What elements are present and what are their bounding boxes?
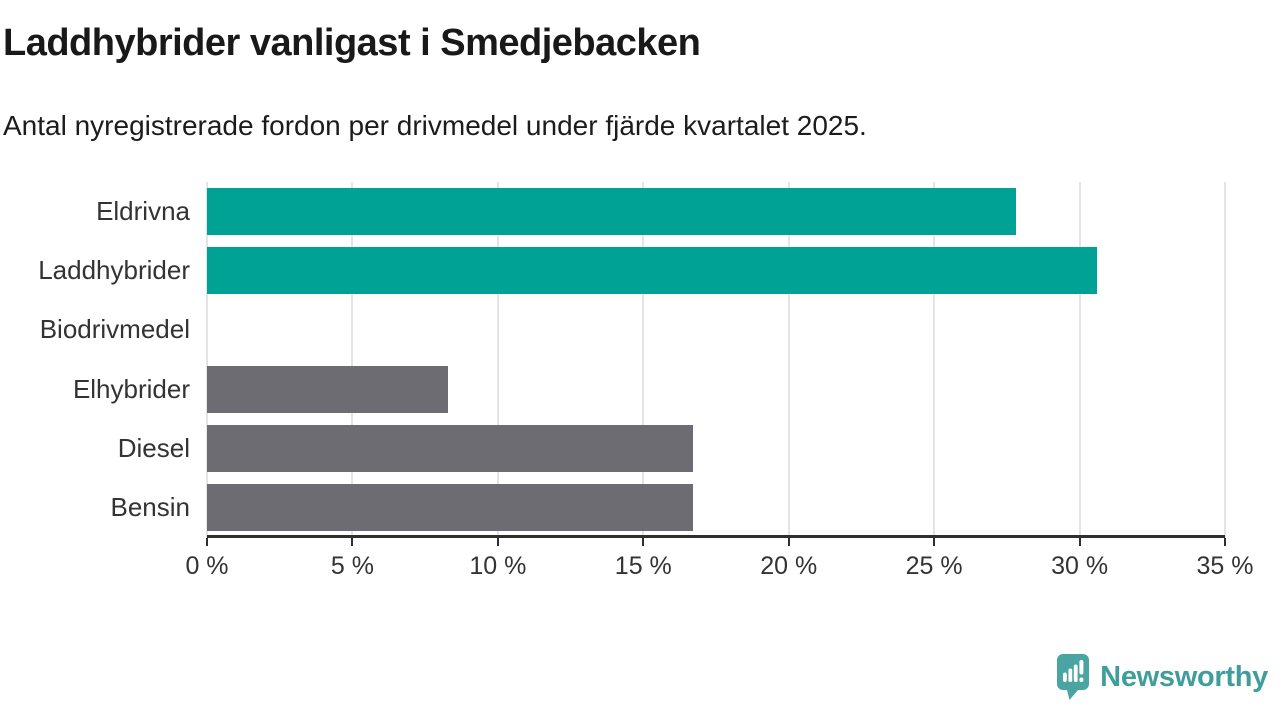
gridline	[351, 182, 354, 537]
x-axis-tick-label: 25 %	[905, 552, 963, 580]
x-axis-tick	[1224, 538, 1226, 546]
y-axis-label: Biodrivmedel	[39, 314, 190, 345]
x-axis-tick	[642, 538, 645, 546]
bar-elhybrider	[207, 365, 449, 413]
y-axis-label: Eldrivna	[96, 196, 190, 226]
x-axis-tick-label: 5 %	[330, 552, 374, 580]
x-axis-tick-label: 15 %	[614, 552, 672, 580]
y-axis-label: Diesel	[117, 432, 190, 463]
x-axis-tick-label: 30 %	[1051, 552, 1109, 580]
x-axis: 0 % 5 % 10 % 15 % 20 % 25 % 30 % 35 %	[185, 535, 1253, 580]
bar-diesel	[207, 424, 693, 472]
x-axis-tick-label: 0 %	[185, 552, 229, 580]
exclamation-dot	[1079, 677, 1084, 682]
plot-area	[206, 182, 1226, 537]
exclamation-stroke	[1079, 660, 1084, 675]
x-axis-tick	[787, 538, 790, 546]
bar-row	[207, 419, 1225, 478]
bar-glyph-large	[1073, 664, 1078, 682]
gridline	[933, 182, 936, 537]
gridline	[206, 182, 208, 537]
newsworthy-logo-text: Newsworthy	[1100, 660, 1268, 693]
bar-row	[207, 182, 1225, 241]
gridline	[787, 182, 790, 537]
newsworthy-logo: Newsworthy	[1056, 653, 1268, 701]
x-axis-tick-label: 20 %	[760, 552, 818, 580]
x-axis-tick	[496, 538, 499, 546]
x-axis-tick-label: 10 %	[469, 552, 527, 580]
bar-row	[207, 360, 1225, 419]
gridline	[496, 182, 499, 537]
bar-row	[207, 300, 1225, 359]
x-axis-tick	[933, 538, 936, 546]
x-axis-tick	[351, 538, 354, 546]
x-axis-tick	[1078, 538, 1081, 546]
y-axis-label: Elhybrider	[72, 373, 190, 404]
newsworthy-logo-icon	[1057, 654, 1090, 700]
bar-laddhybrider	[207, 247, 1098, 295]
gridline	[642, 182, 645, 537]
bar-glyph-medium	[1068, 668, 1073, 682]
gridline	[1078, 182, 1081, 537]
bar-glyph-small	[1063, 672, 1067, 682]
gridline	[1224, 182, 1226, 537]
y-axis-label: Bensin	[110, 491, 191, 522]
bar-eldrivna	[207, 188, 1016, 235]
chart-subtitle: Antal nyregistrerade fordon per drivmede…	[3, 110, 867, 141]
speech-bubble-shape	[1057, 654, 1090, 700]
chart-title: Laddhybrider vanligast i Smedjebacken	[3, 22, 701, 64]
y-axis-label: Laddhybrider	[38, 255, 190, 286]
x-axis-tick	[206, 538, 208, 546]
bar-row	[207, 241, 1225, 300]
y-axis-labels: Eldrivna Laddhybrider Biodrivmedel Elhybrid…	[0, 182, 190, 537]
bar-row	[207, 478, 1225, 537]
bar-bensin	[207, 484, 693, 531]
x-axis-tick-label: 35 %	[1196, 552, 1254, 580]
